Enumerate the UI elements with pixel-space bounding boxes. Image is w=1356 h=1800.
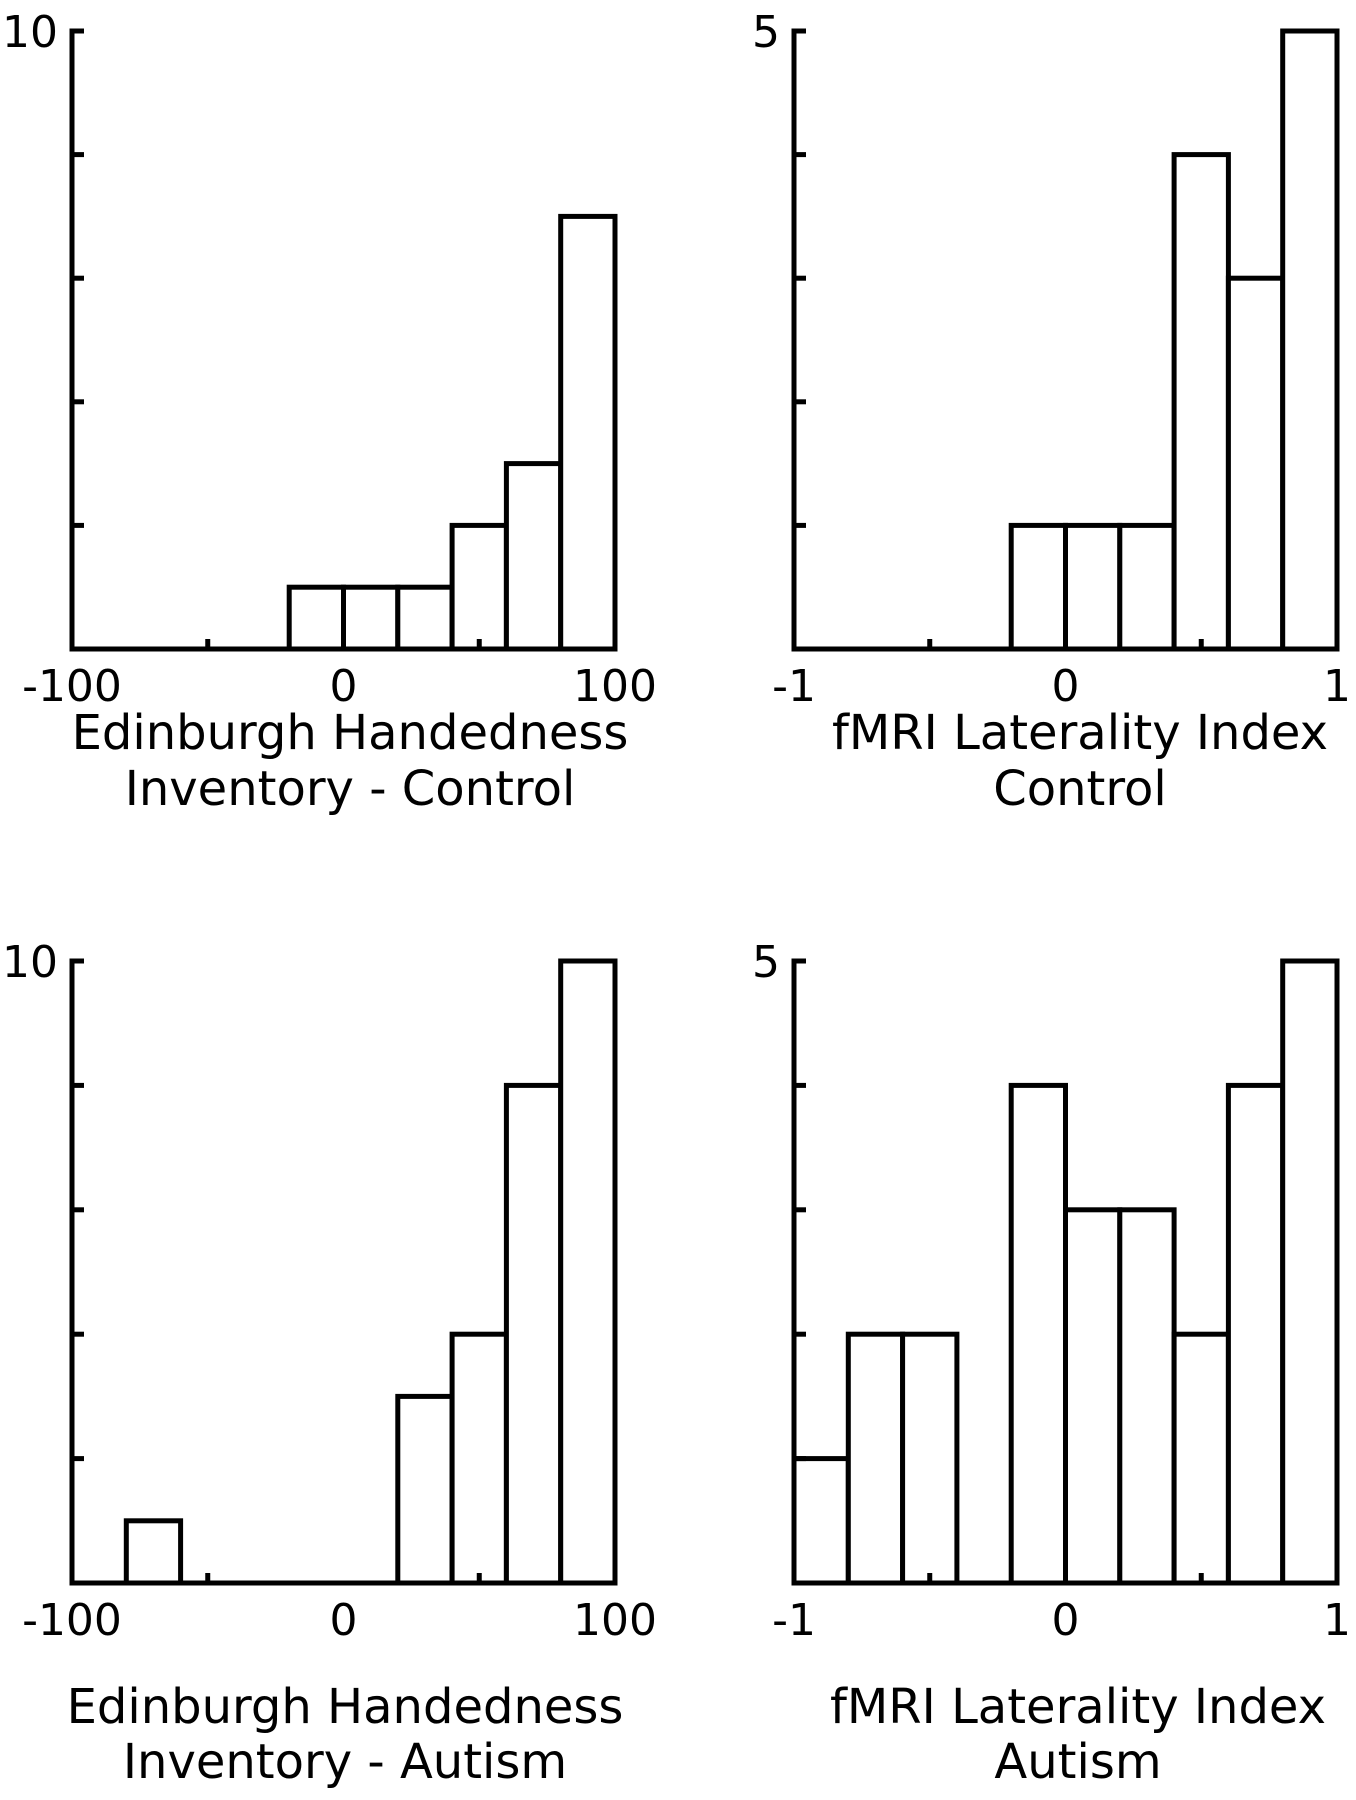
x-axis-label-line-1: Edinburgh Handedness — [72, 705, 629, 761]
x-tick-label: 100 — [573, 1595, 657, 1646]
histogram-bar-9 — [1280, 958, 1340, 1586]
histogram-bar-7 — [1171, 1331, 1231, 1586]
x-tick-label: -100 — [22, 661, 122, 712]
histogram-bar-6 — [558, 213, 618, 652]
x-tick-label: 1 — [1323, 661, 1351, 712]
x-tick-label: 0 — [1052, 661, 1080, 712]
histogram-bar-4 — [1008, 1082, 1069, 1586]
histogram-bar-3 — [449, 1331, 509, 1586]
x-tick-label: 0 — [330, 661, 358, 712]
y-tick-label: 5 — [752, 7, 780, 58]
histogram-bar-1 — [1008, 522, 1069, 652]
histogram-bar-2 — [1063, 522, 1123, 652]
histogram-panel-3: 10 -100 0 100 Edinburgh HandednessInventory … — [2, 937, 657, 1790]
histogram-bar-3 — [1117, 522, 1177, 652]
x-axis-label-line-1: Edinburgh Handedness — [67, 1679, 624, 1735]
histogram-bar-2 — [395, 1393, 455, 1586]
x-tick-label: -1 — [772, 1595, 816, 1646]
x-axis-label-line-1: fMRI Laterality Index — [830, 1679, 1326, 1735]
y-tick-label: 10 — [2, 937, 58, 988]
x-tick-label: 100 — [573, 661, 657, 712]
histogram-bar-3 — [395, 584, 455, 652]
x-tick-label: 0 — [1052, 1595, 1080, 1646]
histogram-bar-1 — [791, 1456, 851, 1586]
histogram-bar-2 — [845, 1331, 906, 1586]
histogram-bar-4 — [503, 1082, 564, 1586]
x-axis-label-line-2: Inventory - Control — [125, 761, 576, 817]
histogram-bar-6 — [1280, 28, 1340, 652]
histogram-bar-5 — [1063, 1207, 1123, 1586]
x-axis-label-line-1: fMRI Laterality Index — [832, 705, 1328, 761]
x-tick-label: 1 — [1323, 1595, 1351, 1646]
histogram-bar-5 — [558, 958, 618, 1586]
histogram-bar-2 — [341, 584, 401, 652]
x-tick-label: 0 — [330, 1595, 358, 1646]
x-axis-label-line-2: Inventory - Autism — [123, 1734, 567, 1790]
histogram-bar-1 — [286, 584, 347, 652]
y-tick-label: 10 — [2, 7, 58, 58]
x-axis-label-line-2: Autism — [994, 1734, 1161, 1790]
histogram-bar-8 — [1225, 1082, 1286, 1586]
histogram-bar-4 — [1171, 152, 1231, 652]
histogram-bar-1 — [123, 1518, 184, 1586]
histogram-bar-5 — [503, 461, 564, 652]
y-tick-label: 5 — [752, 937, 780, 988]
histogram-bar-4 — [449, 522, 509, 652]
x-axis-label-line-2: Control — [993, 761, 1167, 817]
histogram-bar-3 — [900, 1331, 960, 1586]
x-tick-label: -100 — [22, 1595, 122, 1646]
histogram-bar-6 — [1117, 1207, 1177, 1586]
x-tick-label: -1 — [772, 661, 816, 712]
histogram-bar-5 — [1225, 275, 1286, 652]
